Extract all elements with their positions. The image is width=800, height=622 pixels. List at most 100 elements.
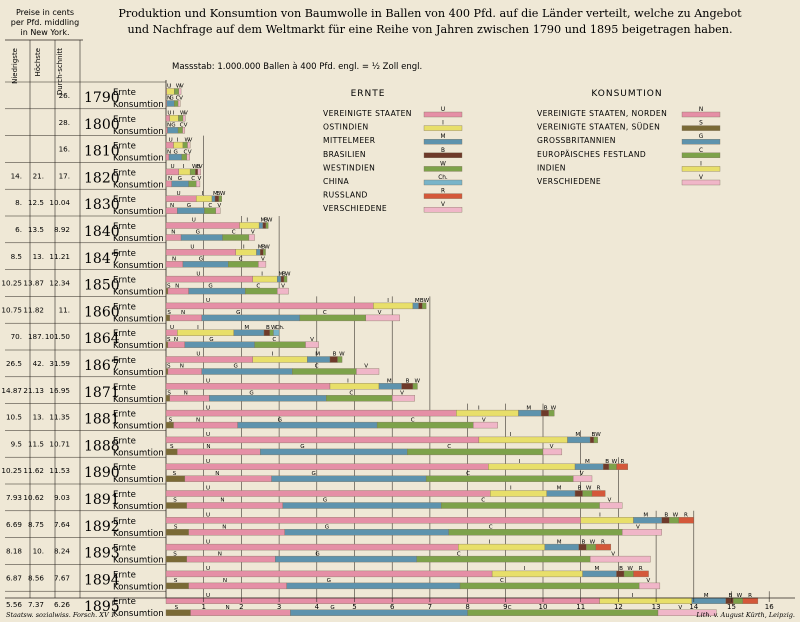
consumption-segment bbox=[365, 314, 400, 322]
consumption-segment-key: V bbox=[261, 257, 265, 263]
ernte-label: Ernte bbox=[113, 490, 136, 500]
production-segment-key: B bbox=[664, 513, 668, 519]
price-value: 31.59 bbox=[49, 359, 70, 368]
konsumtion-label: Konsumtion bbox=[113, 314, 164, 324]
legend-entry-label: WESTINDIEN bbox=[323, 163, 375, 172]
consumption-segment bbox=[188, 529, 285, 536]
legend-entry-label: EUROPÄISCHES FESTLAND bbox=[537, 150, 646, 159]
legend-swatch bbox=[423, 179, 463, 186]
production-segment bbox=[182, 115, 186, 122]
price-value: 70. bbox=[11, 332, 22, 341]
consumption-segment-key: V bbox=[646, 578, 650, 584]
production-segment-key: M bbox=[557, 539, 562, 545]
year-label: 1864 bbox=[84, 331, 120, 347]
consumption-segment-key: G bbox=[209, 337, 213, 343]
x-tick-label: 4 bbox=[315, 603, 320, 611]
consumption-segment bbox=[186, 502, 284, 509]
consumption-segment bbox=[186, 555, 276, 563]
production-segment bbox=[165, 275, 253, 283]
year-label: 1892 bbox=[84, 519, 120, 535]
production-segment bbox=[239, 222, 260, 229]
legend-swatch bbox=[423, 152, 463, 158]
production-segment-key: W bbox=[415, 379, 421, 385]
consumption-segment bbox=[186, 153, 190, 161]
consumption-segment bbox=[282, 502, 442, 509]
consumption-segment bbox=[169, 314, 202, 322]
production-segment-key: U bbox=[206, 379, 210, 385]
ernte-label: Ernte bbox=[113, 329, 136, 339]
production-segment-key: M bbox=[260, 218, 265, 224]
production-segment bbox=[265, 222, 269, 229]
consumption-segment-key: N bbox=[180, 364, 184, 370]
production-segment-key: U bbox=[167, 84, 171, 90]
consumption-segment bbox=[271, 475, 427, 482]
consumption-segment bbox=[441, 502, 600, 509]
legend-entry-label: VERSCHIEDENE bbox=[323, 204, 387, 213]
production-segment bbox=[165, 195, 197, 202]
legend-entry-key: C bbox=[699, 148, 703, 154]
consumption-segment bbox=[201, 314, 301, 322]
year-label: 1860 bbox=[84, 304, 120, 320]
consumption-segment-key: N bbox=[206, 444, 210, 450]
consumption-segment-key: N bbox=[223, 578, 227, 584]
production-segment-key: Ch. bbox=[275, 325, 284, 331]
year-label: 1895 bbox=[84, 599, 120, 615]
production-segment-key: M bbox=[704, 593, 709, 599]
production-segment bbox=[678, 517, 694, 524]
production-segment-key: I bbox=[177, 137, 179, 143]
legend-entry-key: V bbox=[441, 202, 445, 208]
production-segment-key: B bbox=[605, 459, 609, 465]
year-label: 1893 bbox=[84, 546, 120, 562]
consumption-segment-key: V bbox=[378, 310, 382, 316]
consumption-segment-key: N bbox=[168, 176, 172, 182]
x-tick-label: 3 bbox=[277, 603, 281, 611]
consumption-segment bbox=[248, 234, 255, 241]
consumption-segment-key: V bbox=[607, 498, 611, 504]
production-segment-key: B bbox=[728, 593, 732, 599]
konsumtion-label: Konsumtion bbox=[113, 502, 164, 512]
chart-title-line1: Produktion und Konsumtion von Baumwolle … bbox=[118, 7, 742, 20]
production-segment-key: U bbox=[206, 539, 210, 545]
price-value: 10.75 bbox=[1, 305, 22, 314]
production-segment-key: I bbox=[510, 432, 512, 438]
x-tick-label: 6 bbox=[390, 603, 395, 611]
price-value: 101.50 bbox=[45, 332, 71, 341]
production-segment-key: I bbox=[387, 298, 389, 304]
consumption-segment bbox=[657, 609, 717, 616]
price-value: 6.26 bbox=[54, 600, 70, 609]
x-tick-label: 12 bbox=[614, 603, 623, 611]
ernte-label: Ernte bbox=[113, 570, 136, 580]
legend-consumption: KONSUMTION VEREINIGTE STAATEN, NORDEN N VER… bbox=[537, 89, 721, 186]
price-value: 11.82 bbox=[23, 305, 44, 314]
ernte-label: Ernte bbox=[113, 142, 136, 152]
x-tick-label: 10 bbox=[539, 603, 548, 611]
price-header-line2: per Pfd. middling bbox=[11, 18, 79, 27]
consumption-segment-key: V bbox=[184, 123, 188, 129]
consumption-segment bbox=[184, 475, 272, 482]
consumption-segment-key: G bbox=[315, 551, 319, 557]
consumption-segment-key: V bbox=[678, 605, 682, 611]
production-segment bbox=[218, 195, 222, 202]
consumption-segment-key: S bbox=[173, 498, 177, 504]
production-segment-key: U bbox=[196, 271, 200, 277]
year-label: 1871 bbox=[84, 385, 120, 401]
price-value: 11.62 bbox=[23, 466, 44, 475]
consumption-segment-key: N bbox=[175, 283, 179, 289]
production-segment-key: M bbox=[387, 379, 392, 385]
production-segment-key: V bbox=[180, 84, 184, 90]
year-label: 1800 bbox=[84, 117, 120, 133]
production-segment bbox=[337, 356, 343, 363]
konsumtion-label: Konsumtion bbox=[113, 341, 164, 351]
consumption-segment bbox=[173, 421, 238, 429]
consumption-segment bbox=[621, 529, 662, 536]
legend-entry-key: N bbox=[699, 107, 703, 113]
consumption-segment-key: V bbox=[188, 149, 192, 155]
production-segment-key: B bbox=[264, 218, 268, 224]
consumption-segment bbox=[165, 609, 191, 616]
price-header-line3: in New York. bbox=[20, 28, 69, 37]
year-label: 1810 bbox=[84, 144, 120, 160]
production-segment-key: B bbox=[578, 486, 582, 492]
production-segment-key: M bbox=[415, 298, 420, 304]
